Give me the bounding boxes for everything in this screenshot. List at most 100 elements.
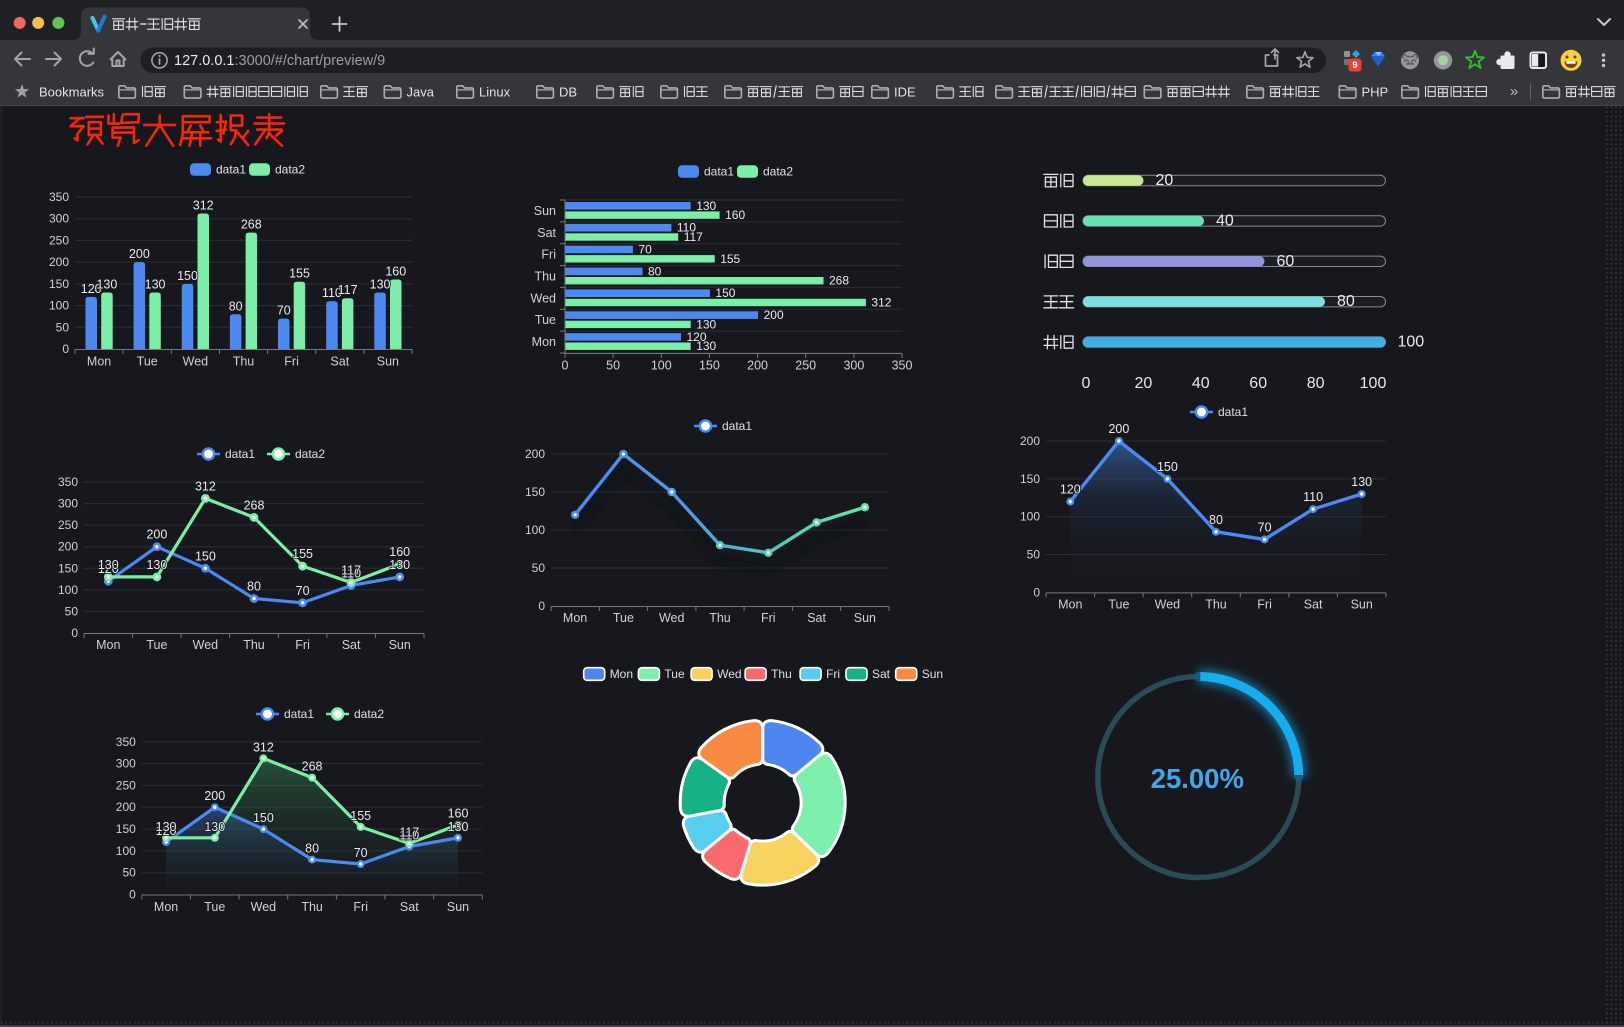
svg-text:40: 40 — [1216, 212, 1234, 229]
svg-text:200: 200 — [146, 528, 167, 542]
svg-text:200: 200 — [116, 800, 136, 814]
svg-text:50: 50 — [56, 320, 70, 334]
svg-text:Thu: Thu — [243, 638, 265, 652]
svg-text:Tue: Tue — [146, 638, 167, 652]
svg-text:Sat: Sat — [342, 638, 361, 652]
svg-text:130: 130 — [370, 278, 391, 292]
svg-text:160: 160 — [389, 545, 410, 559]
svg-text:25.00%: 25.00% — [1151, 763, 1244, 794]
svg-text:Fri: Fri — [1257, 598, 1272, 612]
svg-text:350: 350 — [49, 190, 69, 204]
svg-text:20: 20 — [1156, 172, 1174, 189]
svg-text:120: 120 — [687, 330, 707, 344]
svg-text:data1: data1 — [722, 419, 752, 433]
svg-text:Fri: Fri — [761, 611, 776, 625]
svg-text:312: 312 — [193, 199, 214, 213]
svg-text:data1: data1 — [284, 707, 314, 721]
svg-text:250: 250 — [58, 518, 78, 532]
svg-text:150: 150 — [253, 811, 274, 825]
svg-text:80: 80 — [305, 842, 319, 856]
svg-text:250: 250 — [116, 778, 136, 792]
svg-text:Sat: Sat — [872, 667, 891, 681]
svg-text:300: 300 — [116, 757, 136, 771]
svg-text:Wed: Wed — [193, 638, 219, 652]
svg-text:130: 130 — [696, 339, 716, 353]
svg-text:80: 80 — [1209, 513, 1223, 527]
svg-text:Thu: Thu — [709, 611, 731, 625]
svg-text:350: 350 — [58, 475, 78, 489]
svg-text:Fri: Fri — [284, 355, 299, 369]
svg-text:117: 117 — [399, 826, 419, 840]
svg-text:70: 70 — [1258, 520, 1272, 534]
svg-text:Mon: Mon — [96, 638, 120, 652]
svg-text:Thu: Thu — [771, 667, 792, 681]
svg-text:Tue: Tue — [137, 355, 158, 369]
svg-text:Thu: Thu — [1205, 598, 1227, 612]
svg-text:300: 300 — [58, 497, 78, 511]
svg-text:150: 150 — [699, 359, 720, 373]
svg-text:IDE: IDE — [894, 85, 916, 100]
svg-text:150: 150 — [195, 549, 216, 563]
svg-text:data1: data1 — [216, 163, 246, 177]
svg-text:Sun: Sun — [1351, 598, 1373, 612]
svg-text:200: 200 — [58, 540, 78, 554]
svg-text:268: 268 — [829, 274, 849, 288]
svg-text:80: 80 — [648, 264, 662, 278]
svg-text:268: 268 — [302, 760, 323, 774]
svg-text:300: 300 — [843, 359, 864, 373]
svg-text:70: 70 — [296, 584, 310, 598]
svg-text:Tue: Tue — [535, 313, 556, 327]
svg-text:Tue: Tue — [613, 611, 634, 625]
svg-text:Sun: Sun — [854, 611, 876, 625]
svg-text:100: 100 — [1020, 510, 1040, 524]
svg-text:150: 150 — [715, 286, 735, 300]
svg-text:Tue: Tue — [664, 667, 685, 681]
svg-text:Sun: Sun — [377, 355, 399, 369]
svg-text:130: 130 — [145, 278, 166, 292]
svg-text:Mon: Mon — [154, 900, 178, 914]
svg-text:127.0.0.1:3000/#/chart/preview: 127.0.0.1:3000/#/chart/preview/9 — [174, 53, 385, 69]
svg-text:350: 350 — [116, 735, 136, 749]
svg-text:70: 70 — [277, 304, 291, 318]
svg-text:Sat: Sat — [807, 611, 826, 625]
svg-text:100: 100 — [116, 844, 136, 858]
svg-text:312: 312 — [871, 296, 891, 310]
svg-text:120: 120 — [1060, 483, 1081, 497]
svg-text:50: 50 — [606, 359, 620, 373]
svg-text:0: 0 — [1033, 585, 1040, 599]
svg-text:268: 268 — [241, 218, 262, 232]
svg-text:117: 117 — [341, 564, 361, 578]
svg-text:200: 200 — [525, 447, 545, 461]
svg-text:100: 100 — [651, 359, 672, 373]
svg-text:312: 312 — [253, 740, 274, 754]
svg-text:data2: data2 — [763, 165, 793, 179]
svg-text:120: 120 — [98, 562, 119, 576]
svg-text:250: 250 — [49, 233, 69, 247]
svg-text:70: 70 — [638, 243, 652, 257]
svg-text:Sun: Sun — [447, 900, 469, 914]
svg-text:117: 117 — [684, 230, 703, 244]
svg-text:150: 150 — [116, 822, 136, 836]
svg-text:120: 120 — [81, 282, 102, 296]
svg-text:Fri: Fri — [541, 248, 556, 262]
svg-text:150: 150 — [1157, 460, 1178, 474]
svg-text:130: 130 — [96, 278, 117, 292]
svg-text:Fri: Fri — [295, 638, 310, 652]
svg-text:Sat: Sat — [1304, 598, 1323, 612]
svg-text:110: 110 — [322, 286, 342, 300]
svg-text:130: 130 — [389, 558, 410, 572]
svg-text:Wed: Wed — [183, 355, 209, 369]
svg-text:50: 50 — [532, 561, 546, 575]
svg-text:200: 200 — [747, 359, 768, 373]
svg-text:300: 300 — [49, 212, 69, 226]
svg-text:50: 50 — [1027, 548, 1041, 562]
svg-text:Mon: Mon — [87, 355, 111, 369]
svg-text:0: 0 — [562, 359, 569, 373]
svg-text:200: 200 — [204, 789, 225, 803]
svg-text:130: 130 — [98, 558, 119, 572]
svg-text:Mon: Mon — [1058, 598, 1082, 612]
svg-text:350: 350 — [892, 359, 913, 373]
svg-text:110: 110 — [399, 829, 419, 843]
svg-text:Sun: Sun — [389, 638, 411, 652]
svg-text:Sat: Sat — [400, 900, 419, 914]
